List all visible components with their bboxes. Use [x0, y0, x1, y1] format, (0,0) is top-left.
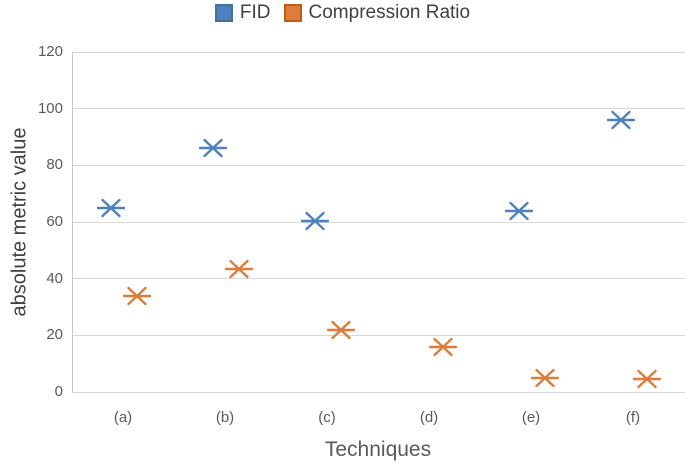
- chart-legend: FID Compression Ratio: [0, 1, 685, 25]
- x-tick-label-c: (c): [318, 409, 336, 426]
- legend-item-compression-ratio: Compression Ratio: [283, 2, 471, 24]
- legend-label: FID: [239, 2, 271, 23]
- y-tick-label-120: 120: [37, 43, 63, 60]
- x-tick-label-d: (d): [419, 409, 439, 426]
- marker-fid-c: [300, 211, 329, 230]
- marker-fid-b: [198, 139, 227, 158]
- x-axis-title: Techniques: [324, 438, 432, 461]
- marker-compression-ratio-b: [224, 259, 253, 278]
- x-tick-label-f: (f): [625, 409, 641, 426]
- marker-compression-ratio-a: [122, 286, 151, 305]
- x-tick-label-a: (a): [113, 409, 133, 426]
- y-tick-label-100: 100: [37, 99, 63, 117]
- marker-compression-ratio-c: [326, 320, 355, 339]
- legend-item-fid: FID: [214, 2, 271, 24]
- y-tick-label-40: 40: [46, 269, 63, 287]
- y-tick-label-60: 60: [46, 213, 63, 230]
- gridline-y-120: [73, 51, 685, 53]
- gridline-y-60: [73, 221, 685, 223]
- marker-compression-ratio-e: [530, 368, 559, 388]
- y-tick-label-0: 0: [54, 383, 63, 400]
- y-tick-label-80: 80: [46, 156, 63, 174]
- marker-fid-f: [606, 110, 635, 130]
- marker-compression-ratio-f: [632, 370, 661, 389]
- legend-swatch-icon: [283, 4, 302, 22]
- plot-area: [72, 51, 685, 393]
- gridline-y-0: [73, 391, 685, 393]
- gridline-y-20: [73, 334, 685, 336]
- marker-fid-a: [96, 198, 125, 218]
- legend-swatch-icon: [214, 4, 233, 22]
- x-tick-label-e: (e): [521, 409, 541, 426]
- y-tick-label-20: 20: [46, 326, 63, 344]
- marker-fid-e: [504, 201, 533, 220]
- gridline-y-100: [73, 108, 685, 110]
- gridline-y-80: [73, 164, 685, 166]
- marker-compression-ratio-d: [428, 337, 457, 356]
- gridline-y-40: [73, 278, 685, 280]
- x-tick-label-b: (b): [215, 409, 235, 426]
- legend-label: Compression Ratio: [308, 2, 471, 23]
